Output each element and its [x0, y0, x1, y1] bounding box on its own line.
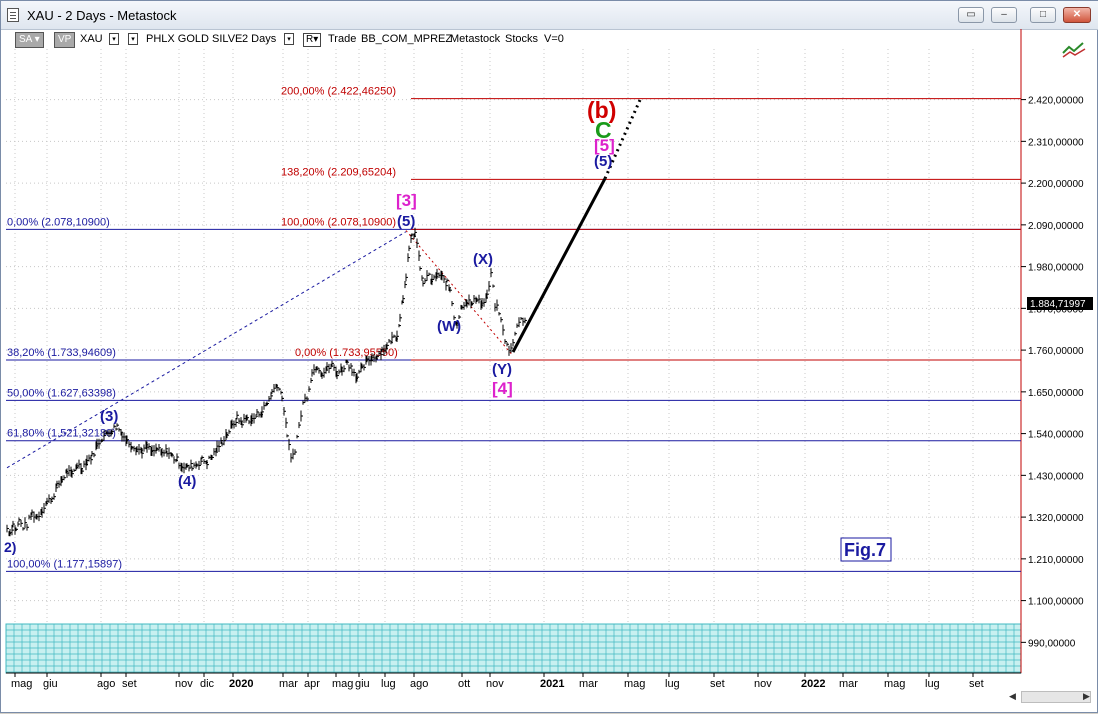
scroll-left-icon[interactable]: ◀	[1009, 691, 1016, 701]
price-tick-label: 2.200,00000	[1028, 179, 1084, 190]
periodicity-dropdown-icon[interactable]: ▾	[284, 33, 294, 45]
wave-label: (X)	[473, 251, 493, 268]
sa-button[interactable]: SA ▾	[15, 32, 44, 48]
fib-label: 200,00% (2.422,46250)	[281, 86, 396, 98]
symbol-dropdown-icon[interactable]: ▾	[109, 33, 119, 45]
fib-label: 138,20% (2.209,65204)	[281, 166, 396, 178]
last-price-box	[1027, 297, 1093, 310]
wave-label: [4]	[492, 379, 513, 398]
time-tick-label: 2021	[540, 678, 564, 690]
last-price-label: 1.884,71997	[1030, 299, 1086, 310]
fib-label: 61,80% (1.521,32188)	[7, 428, 116, 440]
type-label: Stocks	[505, 33, 539, 45]
price-tick-label: 2.090,00000	[1028, 221, 1084, 232]
figure-label-box	[840, 537, 892, 562]
security-name: PHLX GOLD SILVE	[146, 33, 243, 45]
plot-area	[6, 49, 1021, 673]
time-tick-label: apr	[304, 678, 320, 690]
time-tick-label: 2022	[801, 678, 825, 690]
periodicity-label: 2 Days	[242, 33, 277, 45]
time-tick-label: mag	[884, 678, 905, 690]
wave-label: (5)	[397, 213, 415, 230]
price-tick-label: 1.540,00000	[1028, 430, 1084, 441]
wave-label: [5]	[594, 136, 615, 155]
chart-window-icon	[7, 8, 19, 22]
time-tick-label: giu	[43, 678, 58, 690]
symbol-label: XAU	[80, 33, 103, 45]
fib-label: 0,00% (2.078,10900)	[7, 216, 110, 228]
figure-label: Fig.7	[844, 540, 886, 560]
time-tick-label: ago	[97, 678, 115, 690]
time-tick-label: mar	[279, 678, 298, 690]
r-button[interactable]: R▾	[303, 33, 322, 47]
price-tick-label: 1.980,00000	[1028, 263, 1084, 274]
maximize-button[interactable]: □	[1030, 7, 1056, 23]
horizontal-scrollbar[interactable]	[1021, 691, 1091, 703]
fib-label: 100,00% (1.177,15897)	[7, 558, 122, 570]
time-tick-label: mag	[11, 678, 32, 690]
trend-line-dashed	[6, 231, 407, 469]
fib-label: 100,00% (2.078,10900)	[281, 216, 396, 228]
price-tick-label: 1.650,00000	[1028, 388, 1084, 399]
chart-toolbar: SA ▾ VP XAU ▾ ▾ PHLX GOLD SILVE 2 Days ▾…	[1, 30, 1098, 48]
minimize-button[interactable]: –	[991, 7, 1017, 23]
fib-label: 38,20% (1.733,94609)	[7, 347, 116, 359]
time-tick-label: set	[710, 678, 725, 690]
wave-label: [3]	[396, 191, 417, 210]
time-tick-label: mar	[579, 678, 598, 690]
time-tick-label: mar	[839, 678, 858, 690]
scroll-right-icon[interactable]: ▶	[1083, 691, 1090, 701]
time-tick-label: mag	[624, 678, 645, 690]
title-bar: XAU - 2 Days - Metastock ▭ – □ ✕	[1, 1, 1098, 30]
time-tick-label: dic	[200, 678, 215, 690]
price-tick-label: 1.100,00000	[1028, 597, 1084, 608]
time-tick-label: lug	[381, 678, 396, 690]
price-tick-label: 2.420,00000	[1028, 96, 1084, 107]
fib-label: 50,00% (1.627,63398)	[7, 387, 116, 399]
time-tick-label: set	[122, 678, 137, 690]
projection-line-dotted	[603, 97, 643, 180]
template-label: BB_COM_MPREZ	[361, 33, 453, 45]
time-tick-label: nov	[175, 678, 193, 690]
time-tick-label: ott	[458, 678, 470, 690]
wave-label: 2)	[4, 539, 16, 555]
wave-label: (4)	[178, 473, 196, 490]
security-dropdown-icon[interactable]: ▾	[128, 33, 138, 45]
time-tick-label: nov	[486, 678, 504, 690]
price-tick-label: 990,00000	[1028, 638, 1076, 649]
time-tick-label: mag	[332, 678, 353, 690]
time-tick-label: set	[969, 678, 984, 690]
price-tick-label: 1.430,00000	[1028, 471, 1084, 482]
wave-label: (3)	[100, 408, 118, 425]
time-tick-label: ago	[410, 678, 428, 690]
source-label: Metastock	[450, 33, 501, 45]
wave-label: (Y)	[492, 361, 512, 378]
restore-all-icon[interactable]: ▭	[958, 7, 984, 23]
close-button[interactable]: ✕	[1063, 7, 1091, 23]
price-tick-label: 1.210,00000	[1028, 555, 1084, 566]
price-tick-label: 1.320,00000	[1028, 513, 1084, 524]
time-tick-label: nov	[754, 678, 772, 690]
time-tick-label: giu	[355, 678, 370, 690]
trend-tool-icon[interactable]	[1061, 39, 1087, 61]
vp-button[interactable]: VP	[54, 32, 76, 48]
window-title: XAU - 2 Days - Metastock	[27, 8, 177, 23]
volume-panel	[5, 623, 1022, 674]
projection-line	[511, 177, 607, 353]
time-tick-label: 2020	[229, 678, 253, 690]
wave-label: (b)	[587, 97, 616, 123]
trade-label[interactable]: Trade	[328, 33, 357, 45]
wave-label: (5)	[594, 153, 612, 170]
wave-label: C	[595, 117, 612, 143]
time-tick-label: lug	[665, 678, 680, 690]
wave-label: (W)	[437, 318, 461, 335]
price-tick-label: 1.760,00000	[1028, 346, 1084, 357]
time-tick-label: lug	[925, 678, 940, 690]
price-tick-label: 2.310,00000	[1028, 137, 1084, 148]
volume-label: V=0	[544, 33, 564, 45]
